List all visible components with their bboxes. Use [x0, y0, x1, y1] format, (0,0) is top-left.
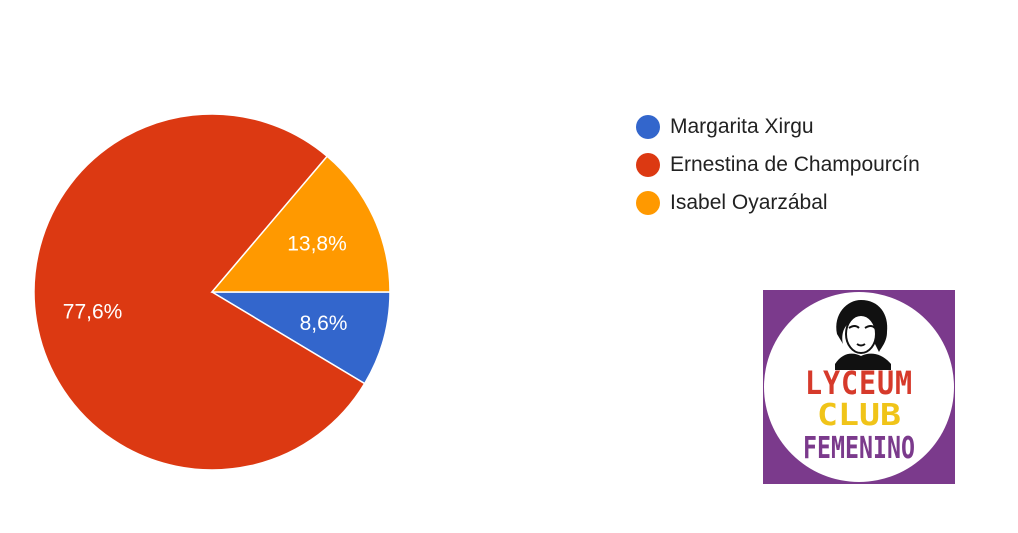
slice-label: 77,6%: [63, 301, 123, 324]
lyceum-club-femenino-logo: LYCEUM CLUB FEMENINO: [763, 290, 955, 484]
legend-swatch: [636, 153, 660, 177]
legend-item-isabel-oyarzabal[interactable]: Isabel Oyarzábal: [636, 184, 920, 222]
pie-chart: 8,6% 77,6% 13,8%: [33, 113, 391, 471]
legend-label: Margarita Xirgu: [670, 115, 814, 138]
legend: Margarita Xirgu Ernestina de Champourcín…: [636, 108, 920, 222]
pie-slice-ernestina-de-champourc-n[interactable]: [33, 113, 366, 471]
portrait-icon: [835, 300, 891, 370]
legend-label: Ernestina de Champourcín: [670, 153, 920, 176]
legend-label: Isabel Oyarzábal: [670, 191, 828, 214]
legend-item-margarita-xirgu[interactable]: Margarita Xirgu: [636, 108, 920, 146]
pie-slice-margarita-xirgu[interactable]: [209, 291, 391, 385]
slice-label: 13,8%: [287, 232, 347, 255]
logo-text-femenino: FEMENINO: [803, 431, 915, 466]
legend-item-ernestina-de-champourcin[interactable]: Ernestina de Champourcín: [636, 146, 920, 184]
legend-swatch: [636, 115, 660, 139]
logo-graphic: LYCEUM CLUB FEMENINO: [763, 290, 955, 484]
logo-text-lyceum: LYCEUM: [805, 364, 913, 402]
pie-slice-isabel-oyarz-bal[interactable]: [210, 155, 391, 293]
slice-label: 8,6%: [300, 312, 348, 335]
logo-text-club: CLUB: [817, 398, 901, 433]
legend-swatch: [636, 191, 660, 215]
